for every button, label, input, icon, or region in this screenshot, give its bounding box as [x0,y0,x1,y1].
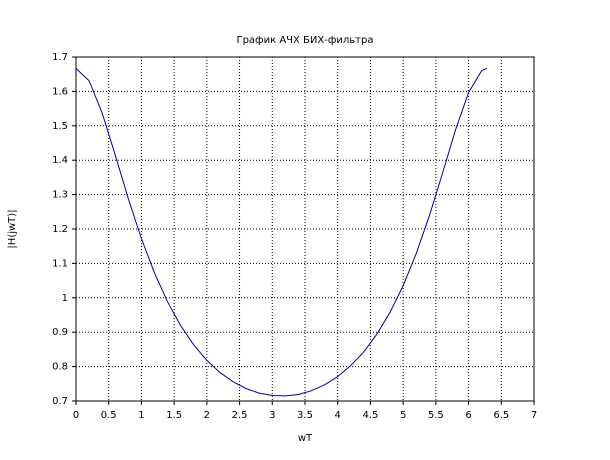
y-tick-label: 0.8 [52,362,68,373]
x-tick-label: 1 [138,410,144,421]
y-tick-label: 1.3 [52,190,68,201]
x-axis-label: wT [298,433,313,444]
x-tick-label: 7 [531,410,537,421]
x-tick-label: 5 [400,410,406,421]
y-tick-label: 1.2 [52,224,68,235]
y-tick-label: 1.6 [52,86,68,97]
x-tick-label: 5.5 [428,410,444,421]
y-tick-label: 1.1 [52,258,68,269]
y-tick-label: 1.5 [52,121,68,132]
x-tick-label: 0 [73,410,79,421]
x-tick-label: 2 [204,410,210,421]
x-tick-label: 1.5 [166,410,182,421]
y-tick-label: 1 [62,293,68,304]
y-tick-label: 0.7 [52,396,68,407]
y-tick-label: 1.4 [52,155,68,166]
x-tick-label: 6 [465,410,471,421]
y-axis-label: |H(jwT)| [7,209,18,248]
x-tick-label: 0.5 [101,410,117,421]
x-tick-label: 3.5 [297,410,313,421]
line-series [75,67,488,397]
y-tick-label: 0.9 [52,327,68,338]
chart-title: График АЧХ БИХ-фильтра [236,35,373,46]
y-tick-label: 1.7 [52,52,68,63]
x-tick-label: 4.5 [362,410,378,421]
x-tick-label: 6.5 [493,410,509,421]
x-tick-label: 4 [335,410,341,421]
x-tick-label: 2.5 [232,410,248,421]
x-tick-label: 3 [269,410,275,421]
